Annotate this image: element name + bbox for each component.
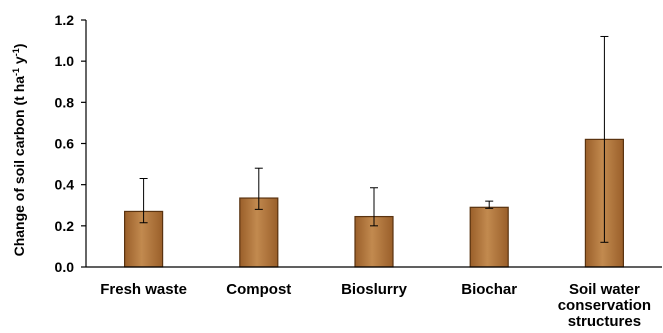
bar-3 <box>469 206 509 268</box>
x-tick-label-4-2: structures <box>568 313 641 330</box>
error-bars <box>139 35 609 243</box>
x-tick-label-4-0: Soil water <box>569 281 640 298</box>
x-tick-label-2: Bioslurry <box>341 281 408 298</box>
x-tick-label-4-1: conservation <box>558 297 651 314</box>
y-tick-label-4: 0.8 <box>55 94 75 110</box>
y-tick-label-2: 0.4 <box>55 177 75 193</box>
axes <box>81 19 662 268</box>
x-tick-label-3: Biochar <box>461 281 517 298</box>
y-tick-label-0: 0.0 <box>55 259 75 275</box>
y-axis-title: Change of soil carbon (t ha-1 y-1) <box>11 44 27 257</box>
labels: Fresh waste Compost Bioslurry Biochar Soil w… <box>55 12 652 330</box>
y-tick-label-1: 0.2 <box>55 218 75 234</box>
x-tick-label-0: Fresh waste <box>100 281 187 298</box>
y-tick-label-5: 1.0 <box>55 53 75 69</box>
x-tick-label-1: Compost <box>226 281 291 298</box>
y-tick-label-6: 1.2 <box>55 12 75 28</box>
y-tick-label-3: 0.6 <box>55 136 75 152</box>
